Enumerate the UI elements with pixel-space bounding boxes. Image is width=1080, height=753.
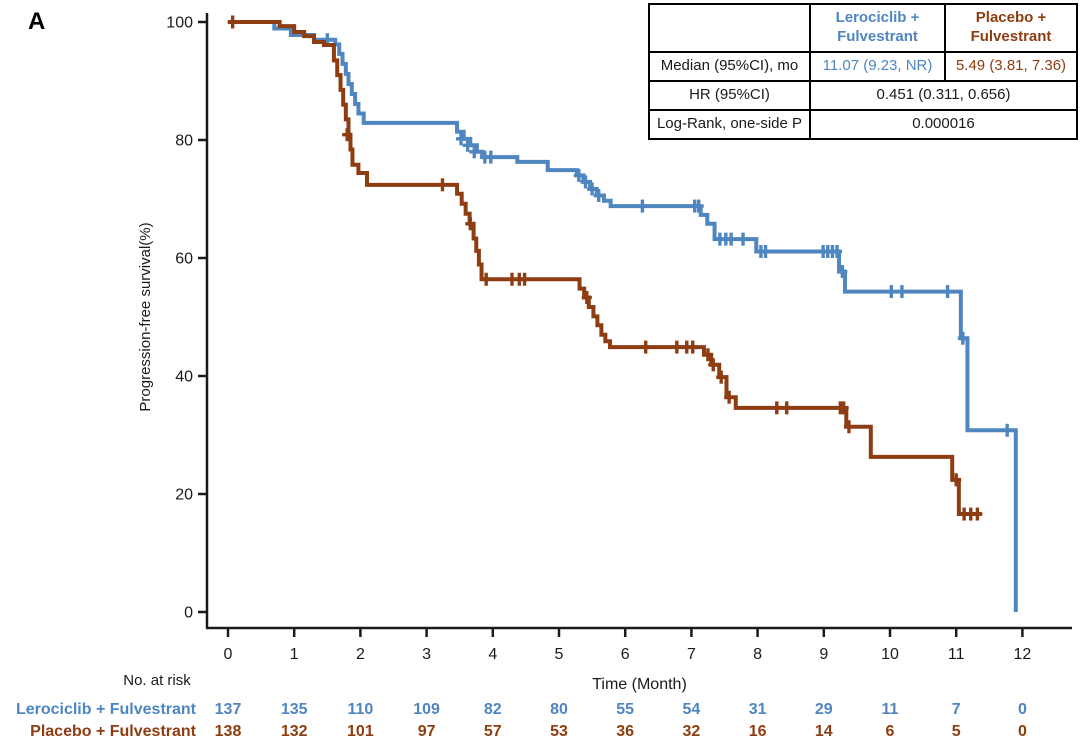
risk-count: 54 xyxy=(682,701,701,718)
risk-label-lerociclib: Lerociclib + Fulvestrant xyxy=(15,701,196,718)
risk-count: 55 xyxy=(616,701,635,718)
risk-label-placebo: Placebo + Fulvestrant xyxy=(30,723,196,740)
risk-count: 7 xyxy=(951,701,961,718)
y-tick-label: 20 xyxy=(175,487,193,504)
x-tick-label: 0 xyxy=(224,646,233,663)
risk-count: 97 xyxy=(417,723,436,740)
y-axis-title: Progression-free survival(%) xyxy=(137,222,154,411)
y-tick-label: 100 xyxy=(166,15,193,32)
placebo-curve xyxy=(228,20,982,517)
median-row-label: Median (95%CI), mo xyxy=(648,51,811,82)
risk-count: 101 xyxy=(347,723,374,740)
risk-count: 29 xyxy=(814,701,833,718)
hr-value: 0.451 (0.311, 0.656) xyxy=(809,80,1078,111)
risk-count: 16 xyxy=(748,723,767,740)
x-tick-label: 3 xyxy=(422,646,431,663)
x-tick-label: 12 xyxy=(1014,646,1032,663)
stats-table: Lerociclib + Fulvestrant Placebo + Fulve… xyxy=(648,3,1078,140)
risk-count: 53 xyxy=(550,723,568,740)
x-axis-title: Time (Month) xyxy=(592,676,687,693)
stats-table-grid: Lerociclib + Fulvestrant Placebo + Fulve… xyxy=(648,3,1078,140)
x-tick-label: 9 xyxy=(819,646,828,663)
risk-count: 109 xyxy=(413,701,440,718)
risk-count: 80 xyxy=(550,701,568,718)
median-lerociclib-value: 11.07 (9.23, NR) xyxy=(809,51,946,82)
y-tick-label: 80 xyxy=(175,133,193,150)
panel-label: A xyxy=(28,8,46,35)
risk-count: 36 xyxy=(616,723,635,740)
x-tick-label: 1 xyxy=(290,646,299,663)
median-placebo-value: 5.49 (3.81, 7.36) xyxy=(944,51,1078,82)
risk-count: 0 xyxy=(1017,701,1027,718)
no-at-risk-label: No. at risk xyxy=(123,672,191,689)
y-tick-label: 60 xyxy=(175,251,193,268)
risk-count: 82 xyxy=(483,701,502,718)
risk-count: 32 xyxy=(682,723,701,740)
x-tick-label: 5 xyxy=(555,646,564,663)
x-tick-label: 7 xyxy=(687,646,696,663)
y-tick-label: 40 xyxy=(175,369,193,386)
x-tick-label: 11 xyxy=(948,646,965,663)
stats-header-lerociclib: Lerociclib + Fulvestrant xyxy=(809,3,946,53)
risk-count: 6 xyxy=(885,723,895,740)
x-tick-label: 6 xyxy=(621,646,630,663)
risk-count: 5 xyxy=(951,723,961,740)
logrank-value: 0.000016 xyxy=(809,109,1078,140)
risk-row-lerociclib: Lerociclib + Fulvestrant 137 135 110 109 82 8… xyxy=(0,700,1080,720)
risk-count: 110 xyxy=(347,701,374,718)
risk-count: 0 xyxy=(1017,723,1027,740)
y-tick-label: 0 xyxy=(184,605,193,622)
risk-count: 14 xyxy=(814,723,833,740)
hr-row-label: HR (95%CI) xyxy=(648,80,811,111)
risk-count: 11 xyxy=(881,701,899,718)
risk-row-placebo: Placebo + Fulvestrant 138 132 101 97 57 53 36 3… xyxy=(0,722,1080,742)
risk-count: 31 xyxy=(748,701,767,718)
stats-header-empty xyxy=(648,3,811,53)
x-tick-label: 4 xyxy=(488,646,497,663)
risk-count: 57 xyxy=(483,723,502,740)
logrank-row-label: Log-Rank, one-side P xyxy=(648,109,811,140)
risk-count: 135 xyxy=(280,701,308,718)
risk-count: 138 xyxy=(214,723,242,740)
x-tick-label: 10 xyxy=(881,646,899,663)
x-tick-label: 2 xyxy=(356,646,365,663)
x-tick-label: 8 xyxy=(753,646,762,663)
stats-header-placebo: Placebo + Fulvestrant xyxy=(944,3,1078,53)
risk-count: 137 xyxy=(214,701,242,718)
risk-count: 132 xyxy=(280,723,308,740)
